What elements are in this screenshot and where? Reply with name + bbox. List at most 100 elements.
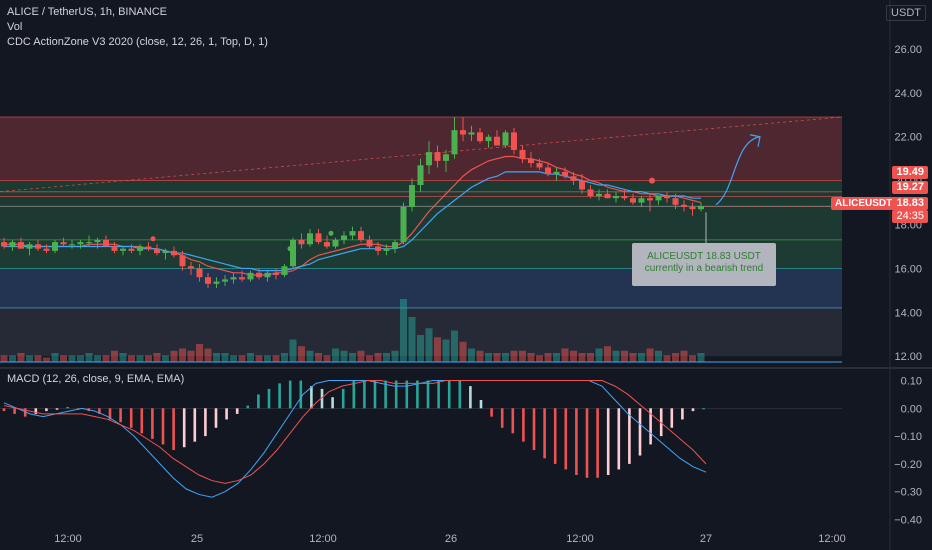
volume-bar [459, 341, 467, 362]
volume-bar [485, 353, 492, 362]
macd-histogram-bar [500, 408, 504, 428]
volume-bar [655, 350, 662, 362]
macd-histogram-bar [384, 380, 387, 409]
candle-body [426, 152, 432, 166]
drawings-layer [0, 116, 843, 252]
macd-histogram-bar [638, 408, 642, 456]
macd-histogram-bar [405, 380, 409, 409]
volume-bar [323, 355, 331, 362]
candle-body [570, 176, 577, 181]
volume-bar [272, 355, 280, 362]
indicator-legend: CDC ActionZone V3 2020 (close, 12, 26, 1… [7, 36, 268, 48]
volume-bar [136, 355, 144, 362]
volume-bar [153, 353, 161, 362]
candle-body [18, 242, 24, 249]
candle-body [358, 231, 364, 240]
macd-tick-label: 0.10 [901, 376, 922, 388]
macd-histogram-bar [204, 408, 207, 437]
level-tag-2: 19.27 [892, 181, 928, 194]
currency-button[interactable]: USDT [886, 5, 926, 21]
volume-bar [238, 355, 246, 362]
candle-body [324, 242, 330, 247]
macd-histogram-bar [522, 408, 525, 442]
macd-tick-label: 0.00 [901, 403, 922, 415]
volume-bar [468, 348, 475, 362]
candle-body [621, 196, 628, 199]
candle-body [86, 242, 92, 244]
price-tick-label: 14.00 [894, 307, 922, 319]
candle-body [120, 248, 126, 251]
volume-bar [646, 348, 654, 362]
candle-body [375, 246, 381, 251]
macd-histogram-bar [151, 408, 154, 439]
candle-body [213, 281, 220, 284]
macd-histogram-bar [490, 408, 493, 417]
volume-bar [179, 348, 186, 362]
volume-bar [663, 355, 671, 362]
candle-body [460, 130, 466, 135]
volume-bar [374, 353, 382, 362]
candle-body [43, 248, 50, 251]
candle-body [536, 163, 543, 168]
dashed-trendline [0, 116, 843, 193]
candle-body [162, 250, 169, 254]
macd-histogram-bar [479, 400, 483, 409]
macd-histogram-bar [469, 386, 472, 409]
candle-body [111, 246, 118, 251]
macd-histogram-bar [66, 406, 69, 409]
macd-histogram-bar [437, 380, 440, 409]
candle-body [664, 196, 670, 199]
candle-body [94, 239, 101, 243]
volume-bar [281, 353, 288, 362]
volume-bar [672, 353, 679, 362]
macd-histogram-bar [575, 408, 578, 475]
macd-histogram-bar [458, 380, 462, 409]
volume-bar [298, 346, 305, 362]
macd-histogram-bar [352, 380, 356, 409]
price-tick-label: 26.00 [894, 44, 922, 56]
macd-histogram-bar [691, 408, 695, 412]
candle-body [290, 239, 296, 267]
candle-body [596, 193, 602, 196]
candle-body [587, 189, 594, 196]
sell-signal-dot [150, 236, 156, 242]
volume-layer [0, 299, 842, 363]
macd-histogram-bar [34, 408, 38, 414]
time-tick-label: 27 [700, 533, 712, 545]
volume-bar [451, 330, 458, 362]
candle-body [630, 198, 636, 203]
volume-bar [349, 353, 356, 362]
macd-histogram-bar [394, 380, 398, 409]
zones-layer [0, 116, 842, 357]
trend-annotation[interactable]: ALICEUSDT 18.83 USDT currently in a bear… [632, 243, 776, 286]
macd-histogram-bar [543, 408, 546, 459]
price-tick-label: 24.00 [894, 88, 922, 100]
volume-bar [595, 348, 603, 362]
candle-body [205, 277, 211, 284]
volume-bar [187, 350, 195, 362]
macd-histogram-bar [161, 408, 165, 445]
volume-bar [102, 355, 110, 362]
candle-body [137, 246, 143, 251]
candle-body [545, 167, 551, 175]
macd-histogram-bar [564, 408, 568, 470]
volume-bar [502, 353, 509, 362]
macd-histogram-bar [119, 408, 122, 423]
volume-bar [544, 353, 552, 362]
candle-body [171, 250, 177, 256]
volume-bar [9, 355, 16, 362]
volume-bar [391, 350, 399, 362]
candle-body [230, 277, 237, 280]
candle-body [349, 231, 356, 236]
macd-histogram-bar [553, 408, 557, 464]
candle-body [528, 158, 534, 164]
candle-body [502, 132, 509, 146]
volume-bar [510, 350, 518, 362]
candle-body [239, 277, 245, 280]
macd-histogram-bar [172, 408, 175, 450]
symbol-title: ALICE / TetherUS, 1h, BINANCE [7, 6, 167, 18]
volume-bar [255, 355, 263, 362]
macd-histogram-bar [606, 408, 610, 475]
candle-body [698, 206, 704, 210]
